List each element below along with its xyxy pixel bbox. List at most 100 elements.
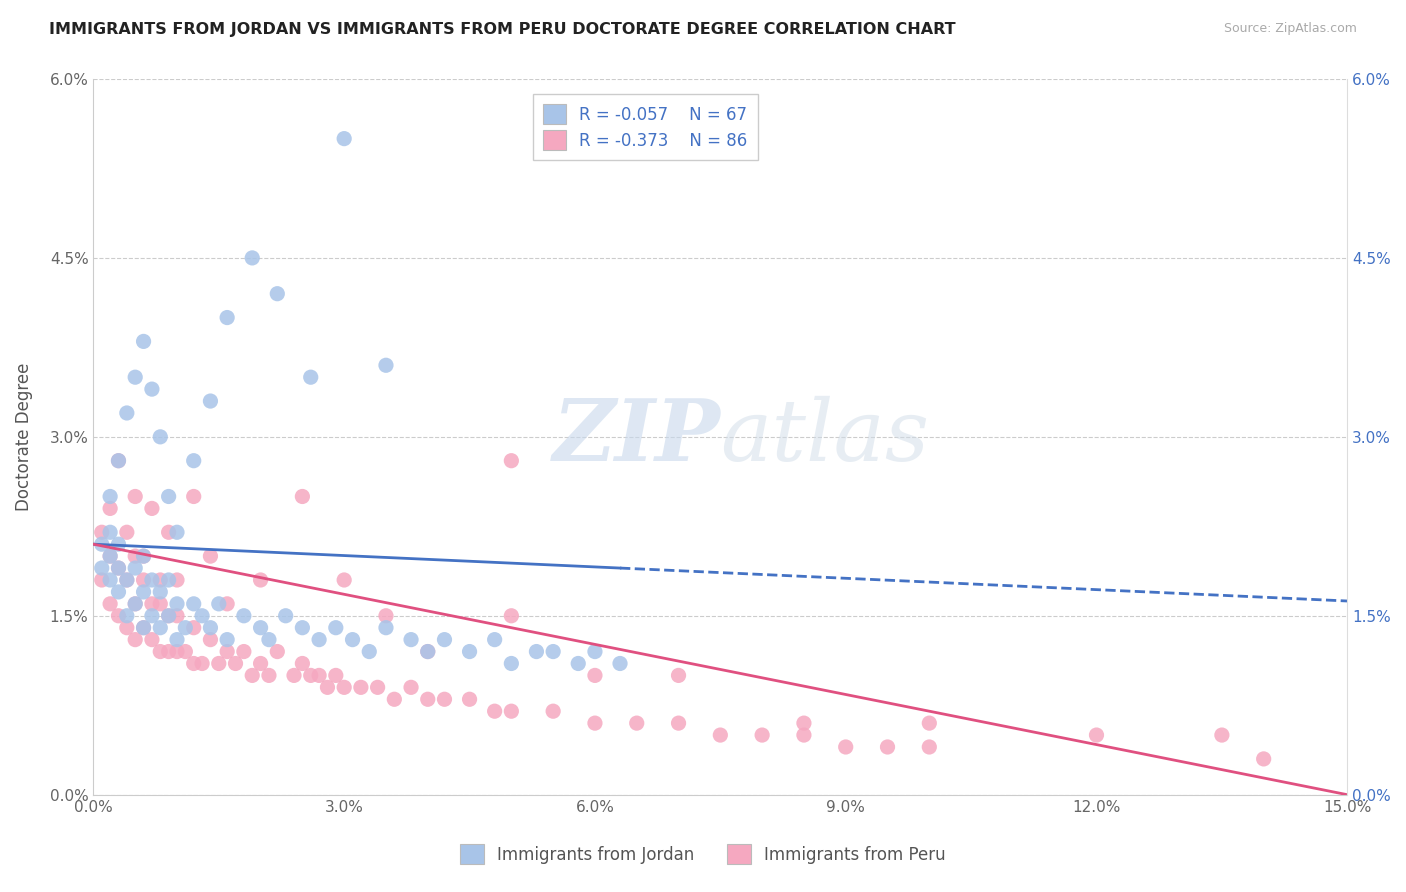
- Point: [149, 573, 172, 587]
- Point: [90, 525, 112, 540]
- Point: [240, 668, 263, 682]
- Text: atlas: atlas: [720, 395, 929, 478]
- Point: [132, 549, 155, 563]
- Point: [609, 657, 631, 671]
- Point: [225, 657, 247, 671]
- Point: [200, 394, 222, 409]
- Point: [1085, 728, 1108, 742]
- Point: [166, 525, 188, 540]
- Point: [141, 382, 163, 396]
- Point: [124, 370, 146, 384]
- Point: [183, 657, 205, 671]
- Point: [141, 597, 163, 611]
- Point: [382, 692, 405, 706]
- Point: [149, 621, 172, 635]
- Point: [115, 525, 138, 540]
- Point: [124, 597, 146, 611]
- Point: [458, 644, 481, 658]
- Point: [501, 704, 523, 718]
- Text: Source: ZipAtlas.com: Source: ZipAtlas.com: [1223, 22, 1357, 36]
- Point: [157, 608, 180, 623]
- Point: [98, 501, 121, 516]
- Point: [375, 608, 398, 623]
- Point: [200, 632, 222, 647]
- Point: [208, 657, 231, 671]
- Point: [583, 716, 606, 731]
- Point: [115, 621, 138, 635]
- Point: [107, 608, 129, 623]
- Point: [183, 621, 205, 635]
- Point: [208, 597, 231, 611]
- Point: [174, 644, 197, 658]
- Point: [98, 573, 121, 587]
- Point: [124, 632, 146, 647]
- Point: [232, 608, 254, 623]
- Point: [124, 561, 146, 575]
- Point: [668, 668, 690, 682]
- Point: [166, 573, 188, 587]
- Point: [583, 644, 606, 658]
- Point: [399, 632, 422, 647]
- Point: [183, 453, 205, 467]
- Text: ZIP: ZIP: [553, 395, 720, 479]
- Point: [157, 573, 180, 587]
- Point: [183, 597, 205, 611]
- Point: [217, 632, 239, 647]
- Point: [709, 728, 731, 742]
- Point: [1253, 752, 1275, 766]
- Point: [367, 681, 389, 695]
- Point: [132, 573, 155, 587]
- Point: [416, 692, 439, 706]
- Point: [90, 561, 112, 575]
- Point: [567, 657, 589, 671]
- Point: [541, 644, 564, 658]
- Point: [316, 681, 339, 695]
- Point: [166, 597, 188, 611]
- Point: [217, 644, 239, 658]
- Point: [124, 597, 146, 611]
- Point: [107, 537, 129, 551]
- Legend: R = -0.057    N = 67, R = -0.373    N = 86: R = -0.057 N = 67, R = -0.373 N = 86: [533, 95, 758, 160]
- Point: [107, 453, 129, 467]
- Point: [266, 286, 288, 301]
- Point: [299, 668, 322, 682]
- Point: [835, 739, 858, 754]
- Point: [541, 704, 564, 718]
- Point: [308, 632, 330, 647]
- Point: [98, 597, 121, 611]
- Point: [98, 549, 121, 563]
- Point: [90, 573, 112, 587]
- Point: [132, 334, 155, 349]
- Point: [325, 668, 347, 682]
- Point: [132, 585, 155, 599]
- Point: [793, 716, 815, 731]
- Point: [107, 561, 129, 575]
- Point: [433, 692, 456, 706]
- Point: [793, 728, 815, 742]
- Point: [132, 621, 155, 635]
- Point: [141, 573, 163, 587]
- Legend: Immigrants from Jordan, Immigrants from Peru: Immigrants from Jordan, Immigrants from …: [454, 838, 952, 871]
- Point: [918, 716, 941, 731]
- Point: [115, 573, 138, 587]
- Point: [526, 644, 548, 658]
- Point: [751, 728, 773, 742]
- Point: [484, 632, 506, 647]
- Point: [375, 358, 398, 372]
- Point: [433, 632, 456, 647]
- Point: [583, 668, 606, 682]
- Point: [200, 621, 222, 635]
- Point: [249, 573, 271, 587]
- Point: [240, 251, 263, 265]
- Point: [876, 739, 898, 754]
- Point: [166, 644, 188, 658]
- Point: [115, 573, 138, 587]
- Point: [174, 621, 197, 635]
- Point: [191, 608, 214, 623]
- Point: [416, 644, 439, 658]
- Point: [217, 310, 239, 325]
- Point: [166, 632, 188, 647]
- Point: [132, 549, 155, 563]
- Point: [375, 621, 398, 635]
- Point: [266, 644, 288, 658]
